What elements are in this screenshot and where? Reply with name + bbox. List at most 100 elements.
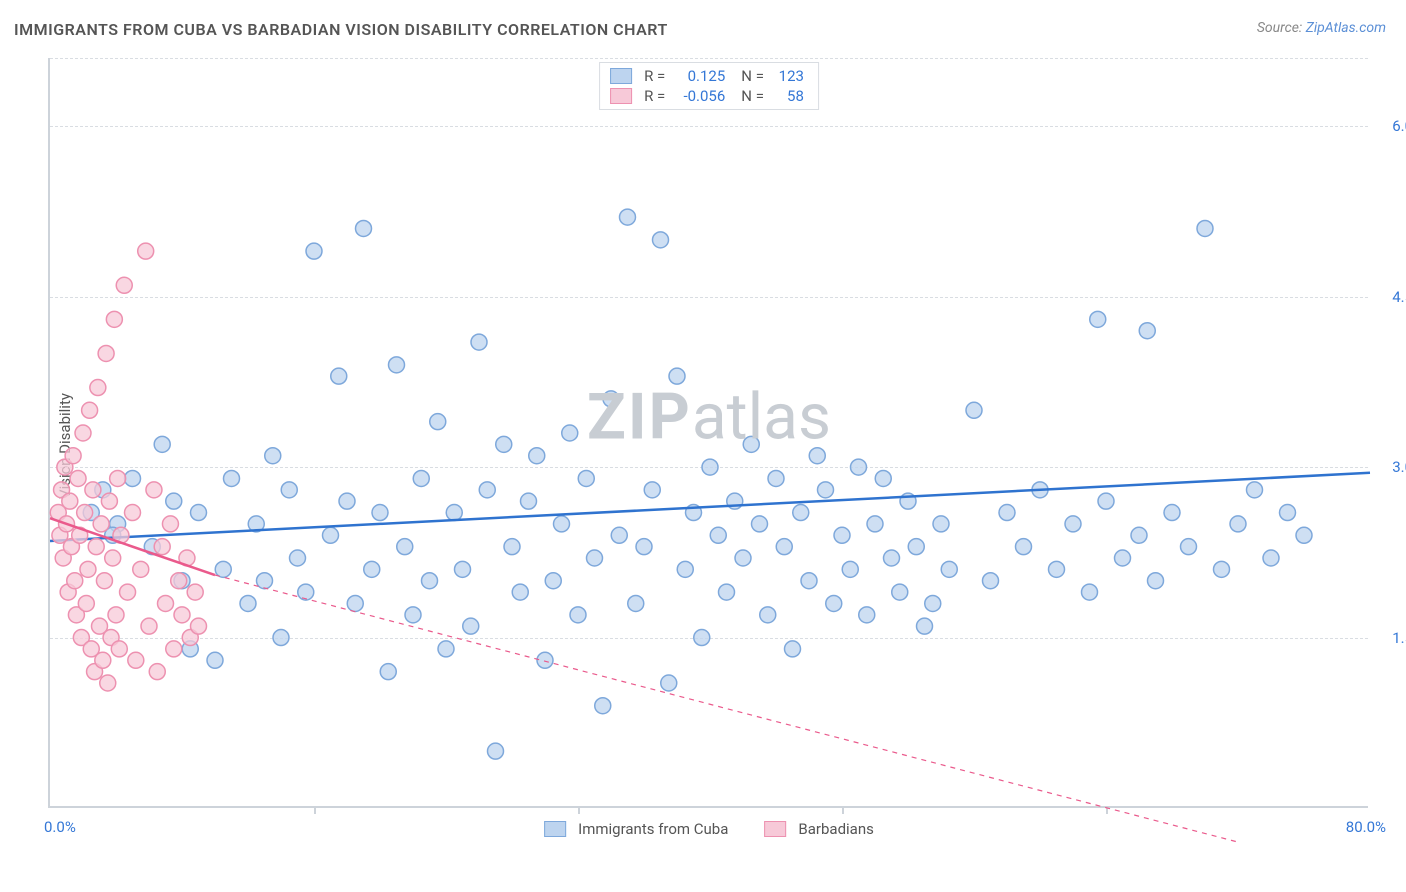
data-point-cuba xyxy=(933,516,949,532)
y-tick-label: 4.5% xyxy=(1392,288,1406,306)
data-point-cuba xyxy=(1181,539,1197,555)
stat-r-value-2: -0.056 xyxy=(669,87,725,105)
data-point-barbadians xyxy=(82,402,98,418)
data-point-cuba xyxy=(653,232,669,248)
data-point-cuba xyxy=(644,482,660,498)
data-point-cuba xyxy=(776,539,792,555)
data-point-cuba xyxy=(669,368,685,384)
data-point-cuba xyxy=(273,630,289,646)
data-point-cuba xyxy=(529,448,545,464)
data-point-cuba xyxy=(397,539,413,555)
data-point-cuba xyxy=(677,561,693,577)
data-point-cuba xyxy=(809,448,825,464)
data-point-barbadians xyxy=(78,595,94,611)
data-point-cuba xyxy=(628,595,644,611)
data-point-cuba xyxy=(298,584,314,600)
data-point-cuba xyxy=(1016,539,1032,555)
data-point-cuba xyxy=(818,482,834,498)
data-point-barbadians xyxy=(101,493,117,509)
data-point-cuba xyxy=(785,641,801,657)
stats-legend-row-1: R = 0.125 N = 123 xyxy=(610,67,808,85)
data-point-barbadians xyxy=(174,607,190,623)
data-point-barbadians xyxy=(120,584,136,600)
data-point-cuba xyxy=(446,505,462,521)
data-point-barbadians xyxy=(187,584,203,600)
data-point-cuba xyxy=(859,607,875,623)
x-origin-label: 0.0% xyxy=(44,818,76,836)
data-point-barbadians xyxy=(80,561,96,577)
data-point-cuba xyxy=(892,584,908,600)
stat-r-label: R = xyxy=(644,87,665,105)
data-point-cuba xyxy=(562,425,578,441)
data-point-cuba xyxy=(1090,311,1106,327)
data-point-barbadians xyxy=(108,607,124,623)
legend-swatch-barbadians xyxy=(610,88,632,104)
legend-swatch-barbadians-icon xyxy=(764,821,786,837)
data-point-barbadians xyxy=(128,652,144,668)
data-point-cuba xyxy=(545,573,561,589)
y-tick-label: 3.0% xyxy=(1392,458,1406,476)
legend-label-cuba: Immigrants from Cuba xyxy=(578,820,728,838)
data-point-cuba xyxy=(257,573,273,589)
source-link[interactable]: ZipAtlas.com xyxy=(1306,20,1386,36)
data-point-cuba xyxy=(521,493,537,509)
data-point-barbadians xyxy=(100,675,116,691)
stat-n-value-2: 58 xyxy=(768,87,804,105)
data-point-barbadians xyxy=(146,482,162,498)
data-point-cuba xyxy=(125,470,141,486)
data-point-cuba xyxy=(908,539,924,555)
data-point-cuba xyxy=(1230,516,1246,532)
data-point-cuba xyxy=(702,459,718,475)
data-point-cuba xyxy=(801,573,817,589)
data-point-cuba xyxy=(488,743,504,759)
data-point-barbadians xyxy=(85,482,101,498)
data-point-cuba xyxy=(496,436,512,452)
chart-plot-area: ZIPatlas R = 0.125 N = 123 R = -0.056 N … xyxy=(48,58,1368,808)
data-point-cuba xyxy=(1131,527,1147,543)
data-point-cuba xyxy=(389,357,405,373)
data-point-cuba xyxy=(694,630,710,646)
data-point-cuba xyxy=(1082,584,1098,600)
data-point-cuba xyxy=(1263,550,1279,566)
data-point-barbadians xyxy=(75,425,91,441)
data-point-cuba xyxy=(191,505,207,521)
data-point-barbadians xyxy=(65,448,81,464)
data-point-barbadians xyxy=(125,505,141,521)
data-point-cuba xyxy=(1247,482,1263,498)
stat-n-label: N = xyxy=(741,87,764,105)
data-point-cuba xyxy=(793,505,809,521)
data-point-cuba xyxy=(851,459,867,475)
data-point-cuba xyxy=(1296,527,1312,543)
data-point-barbadians xyxy=(70,470,86,486)
source-attribution: Source: ZipAtlas.com xyxy=(1257,20,1386,36)
data-point-barbadians xyxy=(98,345,114,361)
stats-legend-row-2: R = -0.056 N = 58 xyxy=(610,87,808,105)
data-point-barbadians xyxy=(149,664,165,680)
data-point-cuba xyxy=(323,527,339,543)
stat-r-label: R = xyxy=(644,67,665,85)
data-point-cuba xyxy=(207,652,223,668)
data-point-cuba xyxy=(743,436,759,452)
data-point-barbadians xyxy=(111,641,127,657)
data-point-cuba xyxy=(154,436,170,452)
data-point-cuba xyxy=(1065,516,1081,532)
data-point-barbadians xyxy=(138,243,154,259)
data-point-cuba xyxy=(1098,493,1114,509)
data-point-cuba xyxy=(826,595,842,611)
data-point-barbadians xyxy=(93,516,109,532)
data-point-cuba xyxy=(281,482,297,498)
data-point-barbadians xyxy=(95,652,111,668)
data-point-cuba xyxy=(966,402,982,418)
legend-label-barbadians: Barbadians xyxy=(798,820,873,838)
data-point-cuba xyxy=(884,550,900,566)
data-point-cuba xyxy=(710,527,726,543)
data-point-cuba xyxy=(735,550,751,566)
data-point-cuba xyxy=(925,595,941,611)
legend-item-barbadians: Barbadians xyxy=(764,820,873,838)
data-point-barbadians xyxy=(154,539,170,555)
data-point-cuba xyxy=(430,414,446,430)
x-tick xyxy=(842,806,844,814)
data-point-barbadians xyxy=(105,550,121,566)
data-point-cuba xyxy=(1049,561,1065,577)
data-point-cuba xyxy=(587,550,603,566)
